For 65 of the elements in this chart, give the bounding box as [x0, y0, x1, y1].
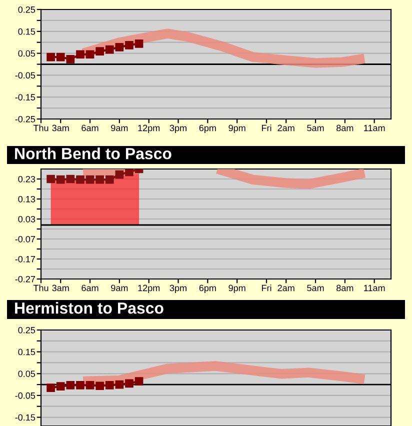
x-tick-label: 6pm	[199, 284, 216, 293]
y-tick-label: 0.15	[18, 28, 36, 35]
chart-title: North Bend to Pasco	[15, 148, 172, 160]
y-tick-label: -0.15	[15, 94, 36, 100]
x-tick-label: 11am	[364, 124, 385, 132]
x-tick-label: 8am	[336, 284, 354, 292]
point	[96, 47, 104, 56]
y-tick-label: 0.25	[18, 6, 36, 13]
x-tick-label: 6am	[82, 284, 98, 292]
y-tick-label: -0.25	[15, 116, 36, 122]
x-tick-label: 3am	[52, 124, 69, 132]
x-tick-label: 2am	[278, 124, 294, 132]
point	[46, 52, 55, 62]
y-tick-label: -0.07	[15, 236, 35, 242]
point	[134, 377, 144, 386]
point	[56, 52, 65, 62]
x-tick-label: 11am	[364, 284, 385, 292]
x-tick-label: 3am	[52, 284, 69, 292]
y-tick-label: -0.17	[15, 256, 35, 262]
point	[66, 381, 75, 390]
point	[125, 379, 134, 388]
x-tick-label: 9pm	[228, 284, 246, 293]
x-tick-label: Thu	[33, 284, 48, 292]
x-tick-label: 9am	[111, 124, 128, 132]
x-tick-label: 9am	[111, 284, 128, 292]
x-tick-label: Fri	[262, 124, 272, 132]
x-tick-label: 8am	[336, 124, 354, 132]
y-tick-label: -0.27	[15, 276, 35, 282]
y-tick-label: 0.13	[18, 196, 36, 202]
y-tick-label: 0.23	[18, 176, 36, 182]
y-tick-label: 0.25	[18, 326, 36, 334]
point	[134, 39, 144, 48]
y-tick-label: 0.15	[18, 348, 36, 356]
y-tick-label: -0.05	[15, 72, 36, 79]
y-tick-label: 0.05	[18, 50, 36, 57]
x-tick-label: 5am	[307, 124, 324, 132]
chart-title: Hermiston to Pasco	[15, 302, 164, 314]
point	[76, 50, 84, 59]
y-tick-label: 0.03	[18, 216, 36, 222]
x-tick-label: Thu	[33, 124, 48, 132]
point	[115, 43, 124, 52]
x-tick-label: 5am	[307, 284, 324, 292]
x-tick-label: 3pm	[170, 124, 186, 133]
point	[86, 381, 94, 390]
point	[105, 45, 114, 54]
point	[125, 41, 134, 50]
point	[115, 380, 124, 389]
x-tick-label: 6pm	[199, 124, 216, 133]
x-tick-label: 12pm	[138, 284, 160, 293]
x-tick-label: 9pm	[228, 124, 246, 133]
y-tick-label: -0.15	[15, 414, 36, 421]
point	[86, 50, 94, 59]
x-tick-label: Fri	[262, 284, 272, 292]
point	[56, 382, 65, 390]
x-tick-label: 12pm	[138, 124, 160, 133]
x-tick-label: 6am	[82, 124, 98, 132]
point	[46, 384, 55, 392]
x-tick-label: 3pm	[170, 284, 186, 293]
point	[66, 55, 75, 64]
y-tick-label: -0.05	[15, 392, 36, 399]
point	[96, 382, 104, 390]
y-tick-label: 0.05	[18, 370, 36, 377]
point	[105, 381, 114, 390]
point	[76, 381, 84, 390]
x-tick-label: 2am	[278, 284, 294, 292]
